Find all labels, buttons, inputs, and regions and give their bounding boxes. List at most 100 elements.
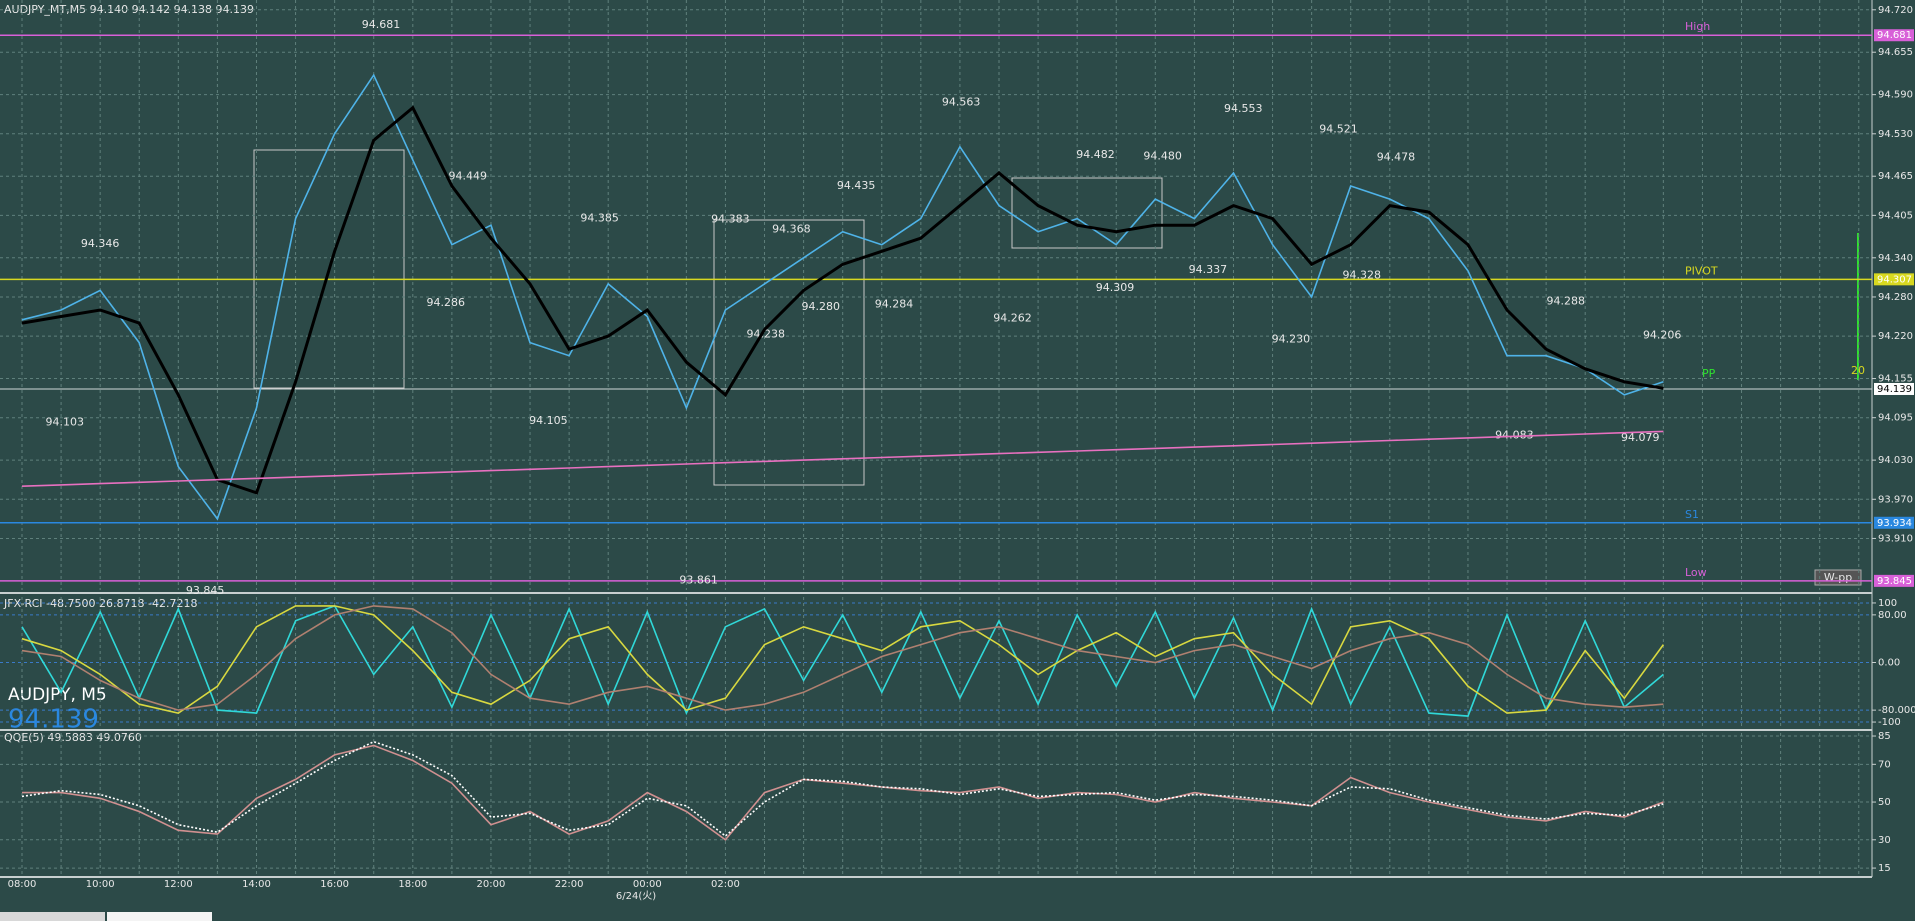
range-box <box>1011 177 1163 249</box>
y-tick-label: 94.405 <box>1878 210 1913 221</box>
level-name: S1 <box>1685 508 1699 521</box>
y-tick-label: 93.910 <box>1878 533 1913 544</box>
x-tick-label: 18:00 <box>398 879 427 890</box>
price-label: 94.681 <box>362 18 401 31</box>
date-label: 6/24(火) <box>616 890 656 902</box>
price-label: 94.563 <box>942 95 981 108</box>
series-line <box>21 430 1664 487</box>
level-price: 93.845 <box>1877 576 1912 587</box>
price-label: 94.284 <box>875 297 914 310</box>
y-tick-label: 85 <box>1878 731 1891 742</box>
price-label: 94.262 <box>993 312 1032 325</box>
level-price: 94.307 <box>1877 274 1912 285</box>
series-line <box>21 604 1664 717</box>
y-tick-label: 94.280 <box>1878 292 1913 303</box>
range-box <box>253 149 405 389</box>
series-line <box>21 605 1664 711</box>
y-tick-label: -80.000 <box>1878 705 1915 716</box>
overlay-symbol: AUDJPY, M5 <box>8 685 107 705</box>
price-label: 94.385 <box>580 211 619 224</box>
range-box <box>713 219 865 486</box>
y-tick-label: 30 <box>1878 835 1891 846</box>
y-tick-label: 80.00 <box>1878 610 1907 621</box>
price-label: 94.478 <box>1377 151 1416 164</box>
price-label: 94.482 <box>1076 148 1115 161</box>
x-tick-label: 16:00 <box>320 879 349 890</box>
level-name: High <box>1685 20 1710 33</box>
y-tick-label: 100 <box>1878 598 1897 609</box>
level-price-box <box>1874 29 1914 42</box>
x-tick-label: 10:00 <box>86 879 115 890</box>
side-label: PP <box>1702 367 1716 380</box>
price-label: 94.103 <box>45 415 84 428</box>
price-label: 94.309 <box>1096 281 1135 294</box>
x-tick-label: 02:00 <box>711 879 740 890</box>
x-tick-label: 12:00 <box>164 879 193 890</box>
price-label: 94.230 <box>1272 333 1311 346</box>
level-name: Low <box>1685 566 1707 579</box>
y-tick-label: 50 <box>1878 797 1891 808</box>
side-value: 20 <box>1851 364 1865 377</box>
price-label: 94.553 <box>1224 102 1263 115</box>
symbol-header: AUDJPY_MT,M5 94.140 94.142 94.138 94.139 <box>4 3 254 16</box>
price-label: 94.105 <box>529 414 568 427</box>
x-tick-label: 00:00 <box>633 879 662 890</box>
price-label: 94.083 <box>1495 429 1534 442</box>
y-tick-label: 94.155 <box>1878 374 1913 385</box>
level-name: PIVOT <box>1685 264 1718 277</box>
y-tick-label: 93.970 <box>1878 494 1913 505</box>
series-line <box>21 605 1665 714</box>
y-tick-label: 94.220 <box>1878 331 1913 342</box>
y-tick-label: 94.095 <box>1878 413 1913 424</box>
y-tick-label: 94.030 <box>1878 455 1913 466</box>
y-tick-label: 15 <box>1878 863 1891 874</box>
y-tick-label: 94.465 <box>1878 171 1913 182</box>
price-label: 94.238 <box>747 327 786 340</box>
y-tick-label: -100 <box>1878 717 1901 728</box>
series-line <box>21 73 1664 521</box>
x-tick-label: 14:00 <box>242 879 271 890</box>
indicator-header: QQE(5) 49.5883 49.0760 <box>4 731 142 744</box>
level-price-box <box>1874 574 1914 587</box>
price-label: 94.286 <box>427 296 466 309</box>
x-tick-label: 20:00 <box>477 879 506 890</box>
price-label: 94.079 <box>1621 431 1660 444</box>
price-label: 94.435 <box>837 179 876 192</box>
level-price: 93.934 <box>1877 518 1912 529</box>
price-label: 94.328 <box>1342 269 1381 282</box>
series-line <box>22 744 1664 841</box>
price-label: 94.288 <box>1546 295 1585 308</box>
price-label: 94.206 <box>1643 328 1682 341</box>
price-label: 93.845 <box>186 584 225 597</box>
tab[interactable] <box>107 912 212 921</box>
price-label: 94.368 <box>772 223 811 236</box>
y-tick-label: 94.340 <box>1878 253 1913 264</box>
price-label: 94.449 <box>449 170 488 183</box>
y-tick-label: 0.00 <box>1878 658 1900 669</box>
overlay-price: 94.139 <box>8 705 99 735</box>
price-label: 94.521 <box>1319 123 1358 136</box>
x-tick-label: 08:00 <box>8 879 37 890</box>
price-label: 94.280 <box>801 300 840 313</box>
x-tick-label: 22:00 <box>555 879 584 890</box>
button-label[interactable]: W-pp <box>1824 571 1852 584</box>
level-price-box <box>1874 516 1914 529</box>
y-tick-label: 70 <box>1878 759 1891 770</box>
level-price: 94.681 <box>1877 30 1912 41</box>
price-label: 93.861 <box>679 573 718 586</box>
current-price-box <box>1874 382 1914 395</box>
price-label: 94.346 <box>81 237 120 250</box>
price-label: 94.383 <box>711 213 750 226</box>
tab[interactable] <box>0 912 105 921</box>
series-line <box>21 105 1664 495</box>
y-tick-label: 94.530 <box>1878 129 1913 140</box>
price-label: 94.480 <box>1143 149 1182 162</box>
y-tick-label: 94.720 <box>1878 5 1913 16</box>
level-price-box <box>1874 273 1914 286</box>
y-tick-label: 94.655 <box>1878 47 1913 58</box>
y-tick-label: 94.590 <box>1878 90 1913 101</box>
price-label: 94.337 <box>1189 263 1228 276</box>
current-price: 94.139 <box>1877 384 1912 395</box>
